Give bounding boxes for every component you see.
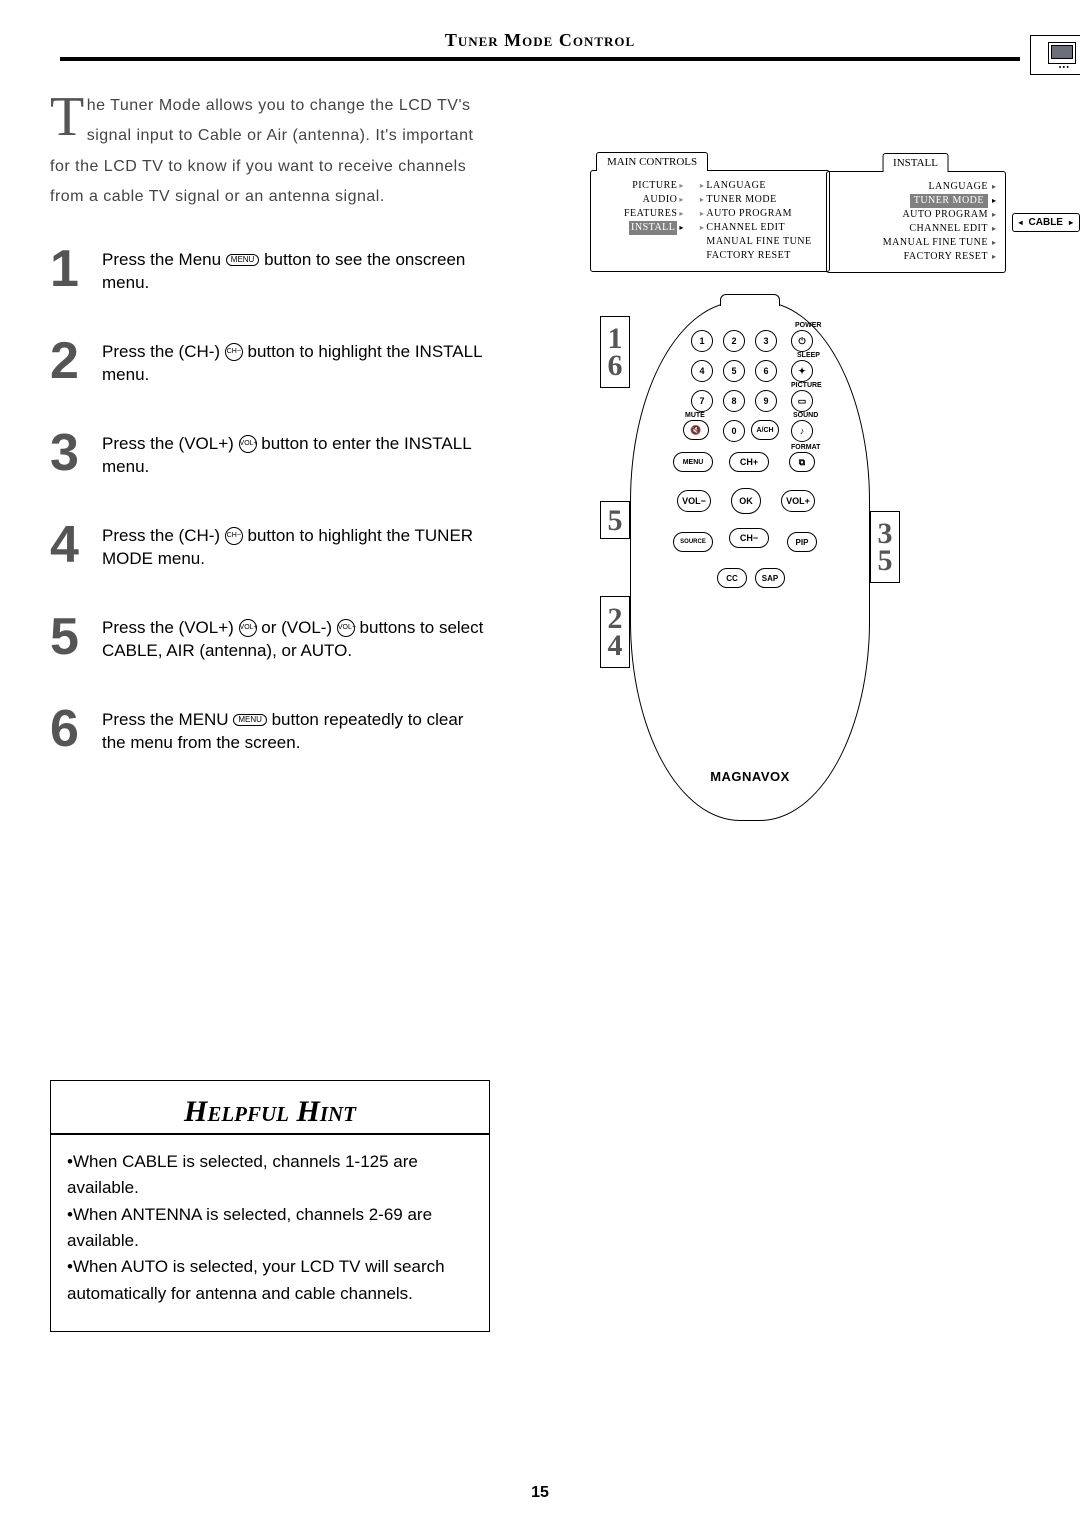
header-rule xyxy=(60,57,1020,61)
step-text: Press the Menu MENU button to see the on… xyxy=(102,243,490,295)
ach-button: A/CH xyxy=(751,420,779,440)
step-text: Press the (CH-) CH− button to highlight … xyxy=(102,519,490,571)
hint-text: •When CABLE is selected, channels 1-125 … xyxy=(67,1149,473,1307)
sleep-icon: ✦ xyxy=(791,360,813,382)
remote-2: 2 xyxy=(723,330,745,352)
pip-button: PIP xyxy=(787,532,817,552)
step-number: 2 xyxy=(50,335,84,387)
dropcap: T xyxy=(50,95,85,139)
osd-main-controls: MAIN CONTROLS PICTURE▸ AUDIO▸ FEATURES▸ … xyxy=(590,151,830,272)
power-label: POWER xyxy=(795,322,821,329)
step-number: 3 xyxy=(50,427,84,479)
menu-button: MENU xyxy=(673,452,713,472)
intro-body: he Tuner Mode allows you to change the L… xyxy=(50,97,473,205)
callout-left-top: 1 6 xyxy=(600,316,630,388)
sound-label: SOUND xyxy=(793,412,818,419)
hint-rule xyxy=(51,1133,489,1135)
menu-icon: MENU xyxy=(226,254,260,266)
ok-button: OK xyxy=(731,488,761,514)
sound-icon: ♪ xyxy=(791,420,813,442)
power-icon: ⏻ xyxy=(791,330,813,352)
picture-icon: ▭ xyxy=(791,390,813,412)
page-number: 15 xyxy=(531,1484,549,1502)
step-text: Press the (VOL+) VOL+ button to enter th… xyxy=(102,427,490,479)
callout-left-bot: 2 4 xyxy=(600,596,630,668)
cc-button: CC xyxy=(717,568,747,588)
vol-plus-icon: VOL+ xyxy=(239,619,257,637)
intro-text: The Tuner Mode allows you to change the … xyxy=(50,91,490,213)
vol-minus-button: VOL− xyxy=(677,490,711,512)
tv-icon-box: ••• xyxy=(1030,35,1080,75)
format-label: FORMAT xyxy=(791,444,820,451)
vol-plus-button: VOL+ xyxy=(781,490,815,512)
osd-tab: MAIN CONTROLS xyxy=(596,152,708,171)
helpful-hint-box: Helpful Hint •When CABLE is selected, ch… xyxy=(50,1080,490,1332)
step-text: Press the MENU MENU button repeatedly to… xyxy=(102,703,490,755)
remote-3: 3 xyxy=(755,330,777,352)
osd-value-box: ◂CABLE▸ xyxy=(1012,213,1080,232)
callout-right: 3 5 xyxy=(870,511,900,583)
ch-minus-icon: CH− xyxy=(225,527,243,545)
mute-icon: 🔇 xyxy=(683,420,709,440)
step-number: 5 xyxy=(50,611,84,663)
remote-5: 5 xyxy=(723,360,745,382)
step-text: Press the (VOL+) VOL+ or (VOL-) VOL− but… xyxy=(102,611,490,663)
step-number: 4 xyxy=(50,519,84,571)
step-number: 1 xyxy=(50,243,84,295)
step-6: 6 Press the MENU MENU button repeatedly … xyxy=(50,703,490,755)
remote-9: 9 xyxy=(755,390,777,412)
step-1: 1 Press the Menu MENU button to see the … xyxy=(50,243,490,295)
vol-minus-icon: VOL− xyxy=(337,619,355,637)
sap-button: SAP xyxy=(755,568,785,588)
ch-plus-button: CH+ xyxy=(729,452,769,472)
remote-0: 0 xyxy=(723,420,745,442)
sleep-label: SLEEP xyxy=(797,352,820,359)
remote-6: 6 xyxy=(755,360,777,382)
step-2: 2 Press the (CH-) CH− button to highligh… xyxy=(50,335,490,387)
remote-diagram: 1 2 3 POWER ⏻ 4 5 6 SLEEP ✦ 7 8 9 PICTUR… xyxy=(630,301,870,821)
ch-minus-icon: CH− xyxy=(225,343,243,361)
steps-list: 1 Press the Menu MENU button to see the … xyxy=(50,243,490,755)
picture-label: PICTURE xyxy=(791,382,822,389)
remote-4: 4 xyxy=(691,360,713,382)
osd-install-wrap: INSTALL LANGUAGE▸ TUNER MODE▸ AUTO PROGR… xyxy=(826,171,1080,273)
step-3: 3 Press the (VOL+) VOL+ button to enter … xyxy=(50,427,490,479)
format-icon: ⧉ xyxy=(789,452,815,472)
remote-brand: MAGNAVOX xyxy=(710,769,790,784)
step-text: Press the (CH-) CH− button to highlight … xyxy=(102,335,490,387)
page-header: Tuner Mode Control xyxy=(50,30,1030,51)
source-button: SOURCE xyxy=(673,532,713,552)
remote-8: 8 xyxy=(723,390,745,412)
menu-icon: MENU xyxy=(233,714,267,726)
callout-left-mid: 5 xyxy=(600,501,630,539)
step-4: 4 Press the (CH-) CH− button to highligh… xyxy=(50,519,490,571)
osd-tab: INSTALL xyxy=(882,153,949,172)
osd-install-menu: INSTALL LANGUAGE▸ TUNER MODE▸ AUTO PROGR… xyxy=(826,171,1006,273)
remote-1: 1 xyxy=(691,330,713,352)
step-5: 5 Press the (VOL+) VOL+ or (VOL-) VOL− b… xyxy=(50,611,490,663)
hint-title: Helpful Hint xyxy=(67,1095,473,1129)
step-number: 6 xyxy=(50,703,84,755)
remote-7: 7 xyxy=(691,390,713,412)
mute-label: MUTE xyxy=(685,412,705,419)
ch-minus-button: CH− xyxy=(729,528,769,548)
vol-plus-icon: VOL+ xyxy=(239,435,257,453)
